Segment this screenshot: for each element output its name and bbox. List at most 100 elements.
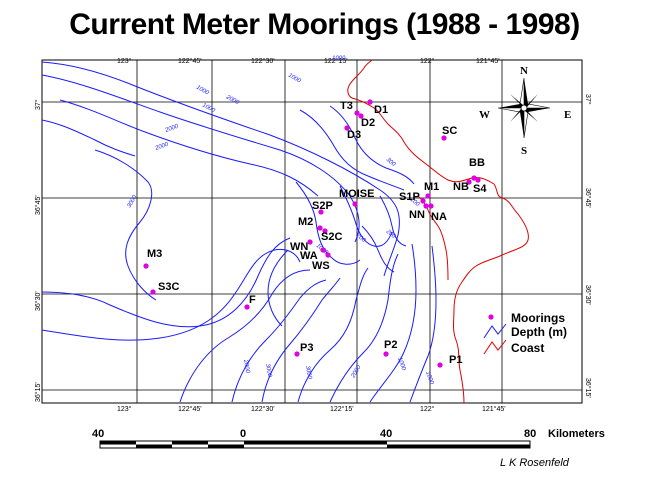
mooring-label: M2 [298,216,313,228]
legend-mooring-marker [488,314,494,320]
contour-label: 2000 [242,358,251,374]
mooring-marker [322,228,328,234]
mooring-marker [354,110,360,116]
compass-south: S [521,145,527,157]
map-title: Current Meter Moorings (1988 - 1998) [69,8,580,41]
mooring-markers: D1 T3 D2 D3 SC BB NB S4 M1 S1P NN NA MOI… [143,99,487,368]
contour-label: 100 [409,197,421,208]
bottom-tick: 122°45' [178,405,202,413]
mooring-label: F [249,294,256,306]
mooring-label: WN [290,241,308,253]
map-frame [41,59,583,404]
mooring-label: S4 [473,183,487,195]
mooring-marker [423,203,429,209]
mooring-label: BB [469,157,485,169]
top-tick: 122°30' [251,57,275,65]
right-tick: 36°30' [584,285,592,305]
bottom-tick-labels: 123° 122°45' 122°30' 122°15' 122° 121°45… [117,405,506,413]
mooring-marker [475,177,481,183]
contour-labels: 1000 2000 2000 1000 2000 1000 1000 3000 … [127,56,435,386]
contour-label: 3000 [304,365,312,380]
bottom-tick: 122°15' [330,405,354,413]
scale-label: 0 [240,428,246,440]
left-tick-labels: 37° 36°45' 36°30' 36°15' [34,99,42,402]
author-credit: L K Rosenfeld [500,457,569,469]
left-tick: 36°30' [34,291,42,311]
legend: Moorings Depth (m) Coast [483,311,567,355]
mooring-marker [318,209,324,215]
bottom-tick: 122°30' [251,405,275,413]
mooring-label: MOISE [339,188,374,200]
mooring-label: S2P [312,200,333,212]
mooring-label: S1P [399,191,420,203]
mooring-label: NB [453,181,469,193]
right-tick: 37° [584,94,592,105]
legend-coast-label: Coast [511,341,544,355]
contour-label: 200 [354,232,367,244]
compass-north: N [520,65,528,77]
compass-rose: N S E W [479,65,571,157]
scale-label: 40 [92,428,104,440]
mooring-label: NN [409,209,425,221]
top-tick: 122°45' [178,57,202,65]
compass-east: E [564,109,571,121]
right-tick: 36°45' [584,188,592,208]
legend-moorings-label: Moorings [511,311,565,325]
contour-label: 2000 [164,123,180,134]
right-tick: 36°15' [584,378,592,398]
left-tick: 37° [34,99,42,110]
top-tick-labels: 123° 122°45' 122°30' 122°15' 122° 121°45… [117,57,500,65]
bottom-tick: 121°45' [482,405,506,413]
mooring-marker [358,113,364,119]
mooring-label: P3 [300,342,313,354]
contour-label: 1000 [424,371,434,386]
mooring-marker [437,362,443,368]
mooring-marker [143,263,149,269]
graticule [42,60,582,403]
legend-depth-swatch [483,323,507,339]
mooring-label: P2 [384,339,397,351]
mooring-label: WS [312,260,330,272]
legend-coast-swatch [483,339,507,355]
mooring-label: SC [442,125,457,137]
contour-label: 300 [385,157,397,168]
mooring-label: P1 [449,354,462,366]
scale-unit: Kilometers [548,428,605,440]
contour-label: 3000 [264,363,272,378]
left-tick: 36°45' [34,195,42,215]
contour-label: 1000 [332,56,346,62]
mooring-marker [320,247,326,253]
mooring-label: NA [431,211,447,223]
mooring-label: D1 [374,104,388,116]
scale-label: 80 [524,428,536,440]
mooring-marker [317,225,323,231]
mooring-label: M3 [147,248,162,260]
mooring-marker [466,179,472,185]
mooring-label: D3 [347,129,361,141]
mooring-label: S2C [321,231,342,243]
mooring-label: D2 [361,117,375,129]
mooring-marker [471,175,477,181]
right-tick-labels: 37° 36°45' 36°30' 36°15' [584,94,592,398]
top-tick: 122° [420,57,435,65]
legend-depth-label: Depth (m) [511,325,567,339]
mooring-marker [352,201,358,207]
mooring-marker [325,252,331,258]
bottom-tick: 122° [420,405,435,413]
mooring-marker [307,239,313,245]
scale-label: 40 [380,428,392,440]
mooring-marker [344,125,350,131]
top-tick: 122°15' [324,57,348,65]
mooring-label: WA [300,250,318,262]
mooring-marker [367,99,373,105]
contour-label: 1000 [201,102,216,114]
mooring-marker [420,198,426,204]
mooring-label: T3 [340,100,353,112]
contour-label: 1000 [195,85,210,97]
contour-label: 200 [384,228,397,240]
contour-label: 2000 [154,141,170,152]
bottom-tick: 123° [117,405,132,413]
mooring-marker [428,203,434,209]
mooring-marker [150,289,156,295]
